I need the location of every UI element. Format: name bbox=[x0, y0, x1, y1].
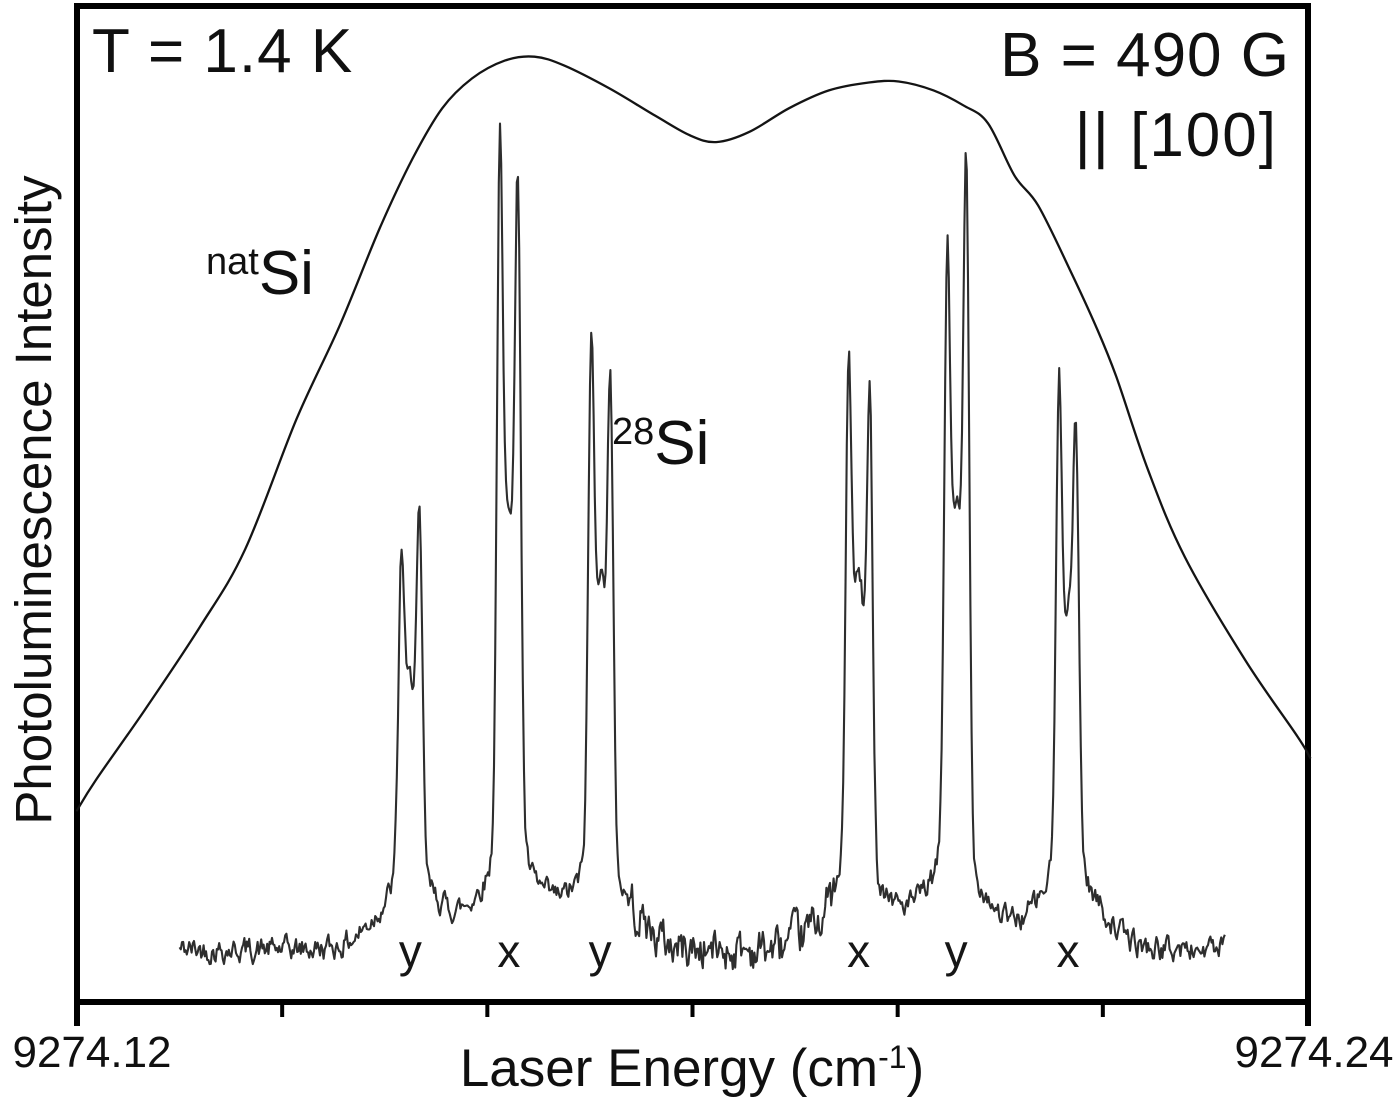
field-orientation-label: || [100] bbox=[1074, 101, 1278, 170]
peak-label-x: x bbox=[847, 925, 871, 977]
x-axis-title-close: ) bbox=[906, 1039, 925, 1098]
si28-superscript: 28 bbox=[612, 411, 655, 453]
peak-label-y: y bbox=[398, 925, 422, 977]
natsi-symbol: Si bbox=[258, 239, 314, 308]
magnetic-field-label: B = 490 G bbox=[1000, 21, 1290, 90]
si28-spectrum-curve bbox=[178, 122, 1226, 971]
silicon-28-label: 28Si bbox=[612, 408, 709, 479]
x-axis-title-exponent: -1 bbox=[878, 1039, 907, 1075]
peak-label-x: x bbox=[497, 925, 521, 977]
x-axis-title: Laser Energy (cm-1) bbox=[392, 1038, 992, 1099]
natural-silicon-label: natSi bbox=[206, 238, 314, 309]
peak-label-y: y bbox=[588, 925, 612, 977]
y-axis-title: Photoluminescence Intensity bbox=[5, 175, 62, 825]
natsi-superscript: nat bbox=[206, 241, 259, 283]
x-axis-minor-ticks bbox=[280, 1002, 1105, 1017]
si28-symbol: Si bbox=[654, 409, 710, 478]
x-tick-label-min: 9274.12 bbox=[12, 1028, 172, 1077]
natsi-broad-curve bbox=[75, 55, 1312, 812]
peak-label-y: y bbox=[944, 925, 968, 977]
x-tick-label-max: 9274.24 bbox=[1234, 1028, 1394, 1077]
temperature-label: T = 1.4 K bbox=[92, 17, 354, 86]
peak-label-x: x bbox=[1056, 925, 1080, 977]
x-axis-title-text: Laser Energy (cm bbox=[459, 1039, 879, 1098]
